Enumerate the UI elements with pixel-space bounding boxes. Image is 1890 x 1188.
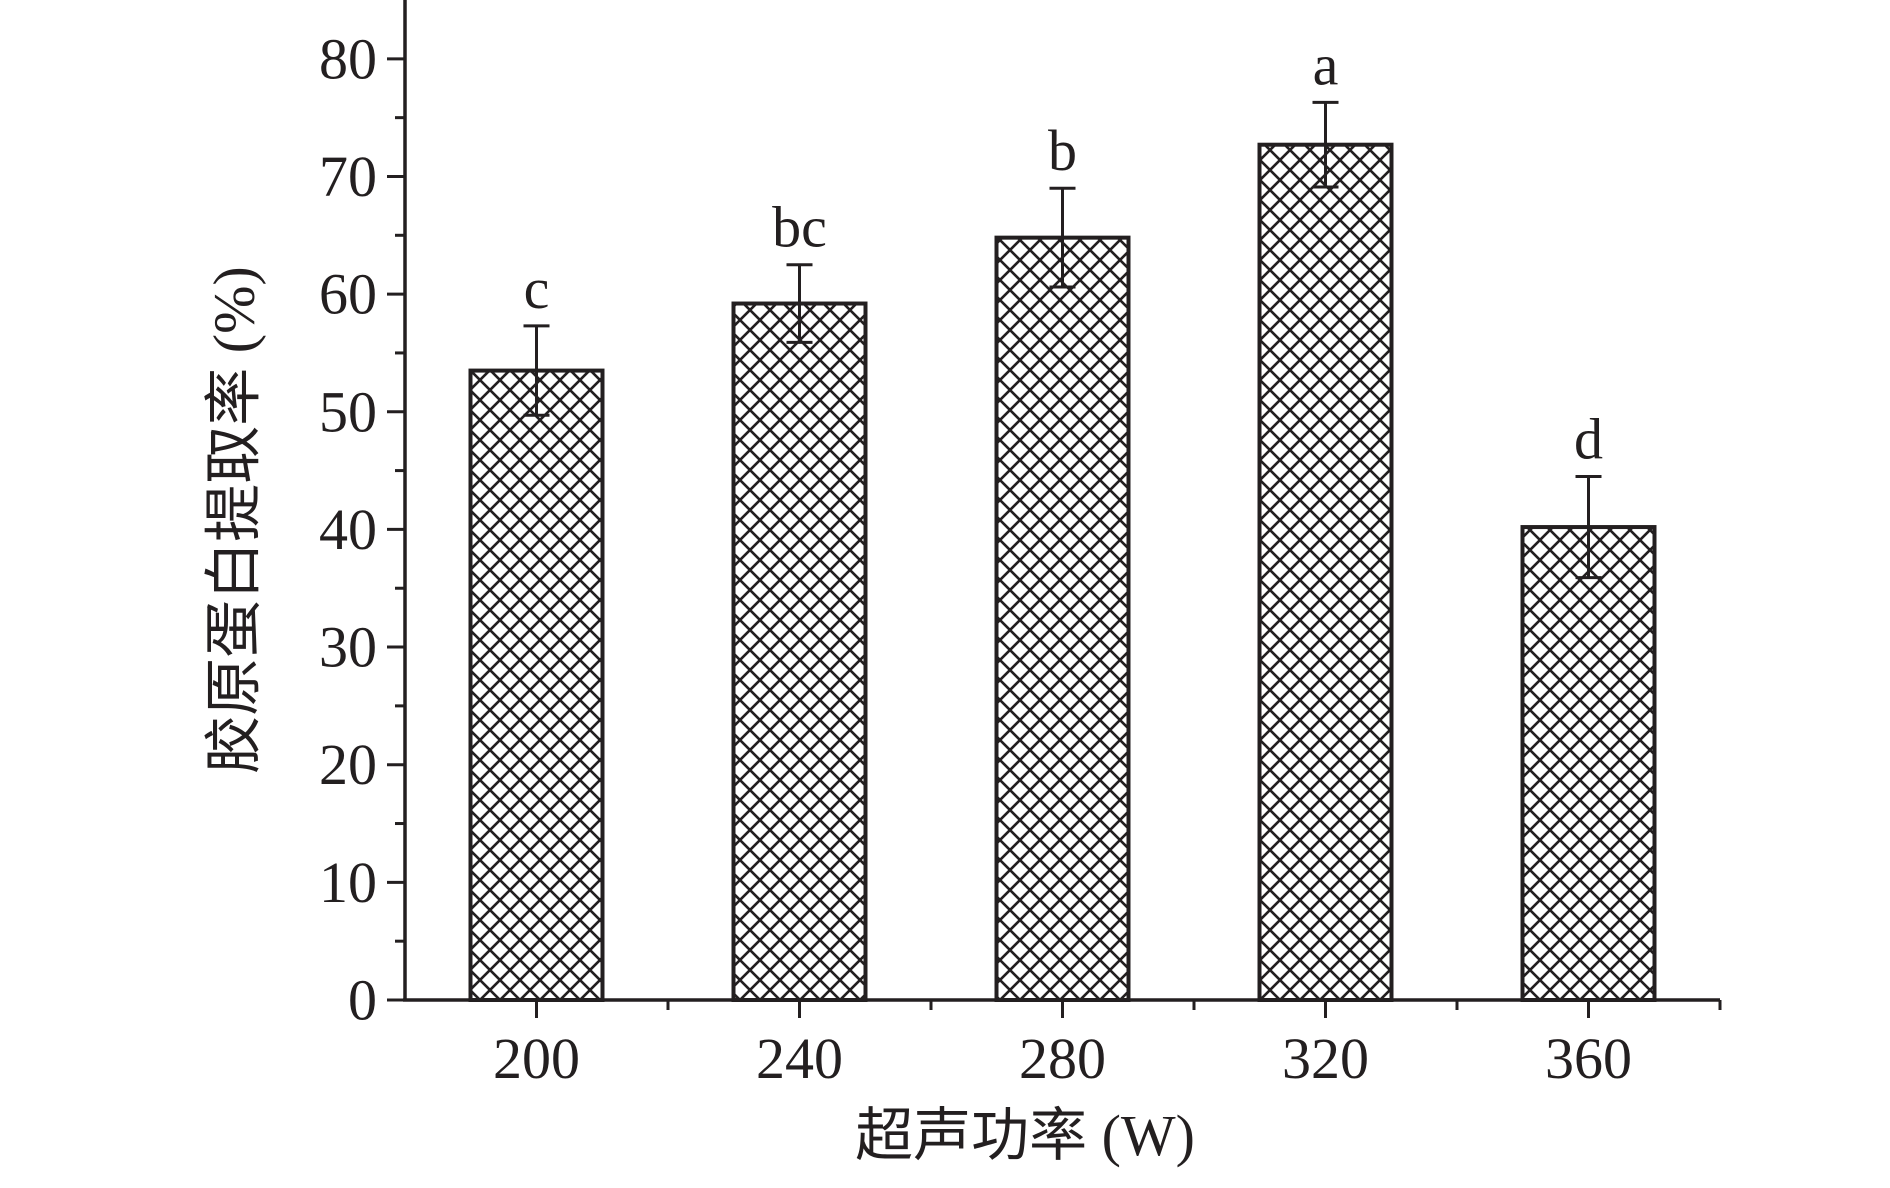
x-tick-label: 280 <box>1019 1026 1106 1091</box>
x-axis-title: 超声功率 (W) <box>855 1103 1195 1168</box>
y-tick-label: 20 <box>319 732 377 797</box>
bar-200 <box>468 368 605 1002</box>
y-tick-label: 50 <box>319 379 377 444</box>
significance-label-200: c <box>524 256 550 321</box>
significance-label-360: d <box>1574 406 1603 471</box>
significance-label-240: bc <box>772 195 827 260</box>
bar-360 <box>1520 525 1657 1002</box>
y-tick-label: 0 <box>348 968 377 1033</box>
y-tick-label: 40 <box>319 497 377 562</box>
y-tick-label: 80 <box>319 26 377 91</box>
bar-280 <box>994 235 1131 1003</box>
y-tick-label: 30 <box>319 615 377 680</box>
significance-label-280: b <box>1048 118 1077 183</box>
x-tick-label: 240 <box>756 1026 843 1091</box>
x-tick-label: 360 <box>1545 1026 1632 1091</box>
y-tick-label: 60 <box>319 262 377 327</box>
y-tick-label: 10 <box>319 850 377 915</box>
significance-label-320: a <box>1313 32 1339 97</box>
x-tick-label: 200 <box>493 1026 580 1091</box>
bar-320 <box>1257 142 1394 1003</box>
bar-240 <box>731 301 868 1002</box>
plot-area: 0 10 20 30 40 50 60 70 80 200 c 240 bc 280 b 320 a 360 d <box>319 0 1722 1091</box>
y-axis-title: 胶原蛋白提取率 (%) <box>201 266 266 773</box>
y-tick-label: 70 <box>319 144 377 209</box>
x-tick-label: 320 <box>1282 1026 1369 1091</box>
